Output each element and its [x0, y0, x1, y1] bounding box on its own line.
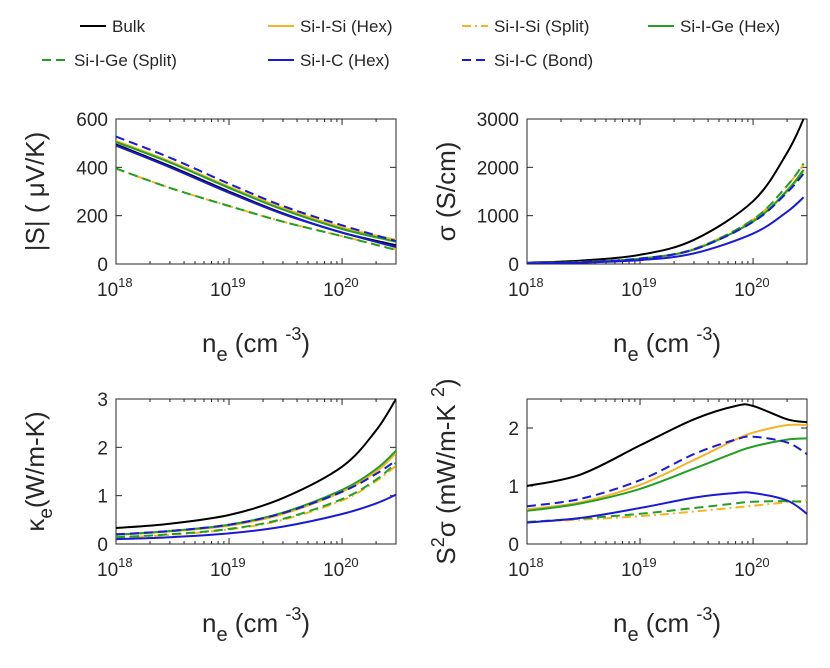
legend-entry: Bulk: [80, 17, 146, 36]
y-tick-label: 1: [97, 487, 108, 508]
legend-entry: Si-I-Si (Hex): [268, 17, 393, 36]
kappa-panel: 1018 1019 1020 0 1 2 3 ne (cm -3) κe(W/m-K): [20, 390, 397, 646]
x-tick-label: 1019: [210, 275, 246, 301]
series-line: [527, 162, 805, 264]
conductivity-panel: 1018 1019 1020 0 1000 2000 3000 ne (cm -3) σ (S/…: [431, 110, 808, 366]
x-tick-label: 1019: [621, 555, 657, 581]
x-tick-label: 1020: [734, 275, 770, 301]
series-line: [527, 491, 807, 524]
x-tick-label: 1018: [97, 275, 133, 301]
axes-box: [526, 118, 808, 265]
legend-label: Si-I-C (Bond): [494, 51, 593, 70]
series-group: [527, 119, 805, 264]
legend-label: Si-I-C (Hex): [300, 51, 390, 70]
series-line: [527, 437, 807, 512]
legend-label: Si-I-Ge (Split): [74, 51, 177, 70]
axes-box: [115, 398, 397, 545]
series-line: [527, 119, 805, 264]
y-tick-label: 1: [508, 477, 519, 498]
power-factor-panel: 1018 1019 1020 0 1 2 ne (cm -3) S2σ (mW/m-K 2): [428, 378, 808, 646]
y-tick-label: 2: [508, 419, 519, 440]
y-tick-label: 0: [508, 535, 519, 556]
x-tick-label: 1020: [323, 555, 359, 581]
y-tick-label: 400: [76, 158, 108, 179]
y-tick-label: 0: [97, 535, 108, 556]
y-tick-label: 1000: [477, 207, 519, 228]
legend-label: Si-I-Si (Split): [494, 17, 589, 36]
legend-entry: Si-I-Ge (Split): [42, 51, 177, 70]
y-tick-label: 200: [76, 207, 108, 228]
axes-box: [526, 398, 808, 545]
series-line: [527, 196, 805, 264]
series-line: [527, 403, 807, 487]
y-tick-label: 0: [97, 255, 108, 276]
series-line: [527, 435, 807, 508]
series-line: [116, 464, 396, 539]
legend-entry: Si-I-Si (Split): [462, 17, 589, 36]
series-line: [116, 399, 396, 529]
x-axis-label: ne (cm -3): [613, 324, 721, 366]
y-axis-label: |S| ( μV/K): [20, 132, 50, 252]
legend-label: Bulk: [112, 17, 146, 36]
series-line: [116, 167, 396, 251]
y-tick-label: 2: [97, 438, 108, 459]
series-line: [116, 135, 396, 242]
series-line: [527, 172, 805, 264]
y-tick-label: 0: [508, 255, 519, 276]
y-axis-label: κe(W/m-K): [20, 411, 57, 531]
x-tick-label: 1018: [508, 275, 544, 301]
legend-label: Si-I-Si (Hex): [300, 17, 393, 36]
series-line: [527, 499, 807, 523]
x-tick-label: 1018: [508, 555, 544, 581]
x-axis-label: ne (cm -3): [613, 604, 721, 646]
y-tick-label: 3: [97, 390, 108, 411]
series-line: [116, 144, 396, 249]
y-tick-label: 600: [76, 110, 108, 131]
legend-entry: Si-I-C (Hex): [268, 51, 390, 70]
series-group: [527, 403, 807, 524]
series-group: [116, 399, 396, 541]
x-axis-label: ne (cm -3): [202, 324, 310, 366]
series-line: [116, 141, 396, 243]
seebeck-panel: 1018 1019 1020 0 200 400 600 ne (cm -3) |S| ( μV…: [20, 110, 397, 366]
axes-box: [115, 118, 397, 265]
series-line: [116, 167, 396, 251]
y-tick-label: 3000: [477, 110, 519, 131]
y-axis-label: σ (S/cm): [431, 142, 461, 242]
legend-label: Si-I-Ge (Hex): [680, 17, 780, 36]
x-axis-label: ne (cm -3): [202, 604, 310, 646]
legend-entry: Si-I-Ge (Hex): [648, 17, 780, 36]
y-tick-label: 2000: [477, 158, 519, 179]
x-tick-label: 1019: [621, 275, 657, 301]
x-tick-label: 1019: [210, 555, 246, 581]
series-line: [116, 493, 396, 541]
x-tick-label: 1018: [97, 555, 133, 581]
series-group: [116, 135, 396, 251]
series-line: [116, 459, 396, 536]
y-axis-label: S2σ (mW/m-K 2): [428, 378, 461, 564]
legend-entry: Si-I-C (Bond): [462, 51, 593, 70]
x-tick-label: 1020: [323, 275, 359, 301]
series-line: [116, 462, 396, 539]
series-line: [116, 139, 396, 241]
legend: Bulk Si-I-Si (Hex) Si-I-Si (Split) Si-I-Ge …: [42, 17, 780, 70]
x-tick-label: 1020: [734, 555, 770, 581]
series-line: [527, 423, 807, 511]
